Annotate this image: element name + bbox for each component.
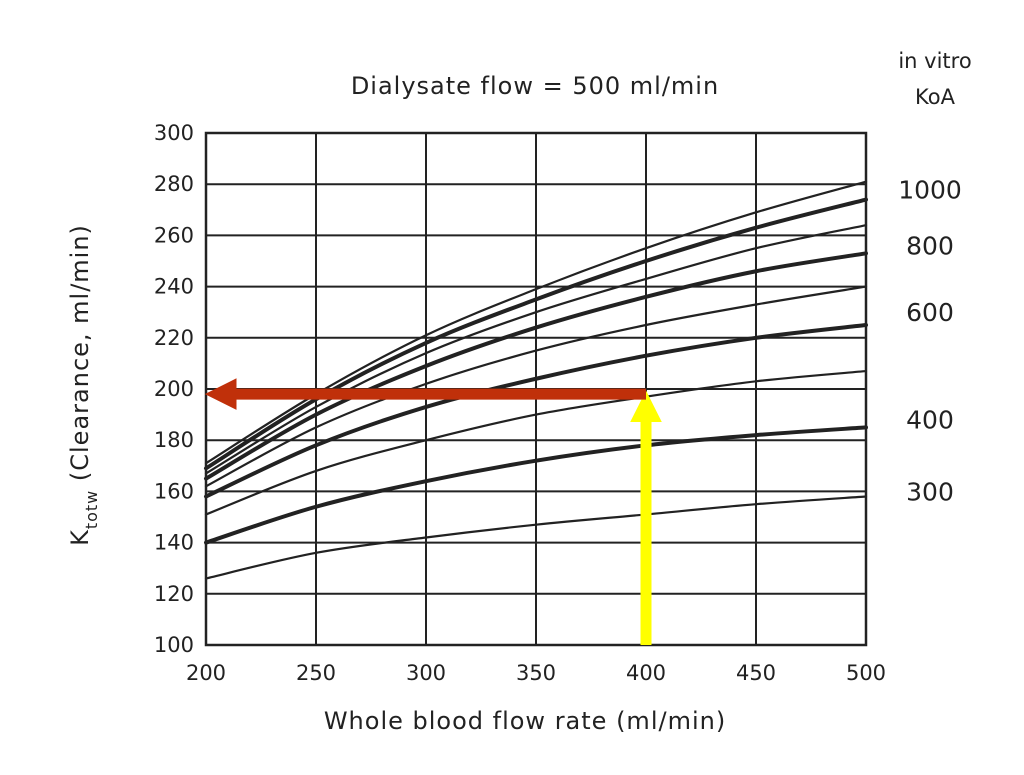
series-line-7 <box>204 224 868 475</box>
y-tick-label-120: 120 <box>154 582 194 606</box>
right-header-line-1: in vitro <box>898 49 971 73</box>
y-axis-label-rest: (Clearance, ml/min) <box>66 224 94 490</box>
x-tick-label-450: 450 <box>736 661 776 685</box>
series-line-3 <box>204 369 868 516</box>
y-tick-label-100: 100 <box>154 633 194 657</box>
chart-title: Dialysate flow = 500 ml/min <box>351 72 719 100</box>
y-tick-label-220: 220 <box>154 326 194 350</box>
koa-label-300: 300 <box>906 477 954 506</box>
y-tick-label-300: 300 <box>154 121 194 145</box>
y-tick-label-180: 180 <box>154 428 194 452</box>
right-header-line-2: KoA <box>915 85 956 109</box>
series-line-6 <box>204 251 868 481</box>
series-line-4 <box>204 323 868 499</box>
y-tick-label-260: 260 <box>154 223 194 247</box>
y-axis-label-sub: totw <box>82 490 101 529</box>
y-tick-label-160: 160 <box>154 479 194 503</box>
series-line-5 <box>204 285 868 488</box>
plot-border <box>204 131 868 647</box>
koa-label-1000: 1000 <box>898 175 962 204</box>
koa-label-800: 800 <box>906 232 954 261</box>
x-tick-label-250: 250 <box>296 661 336 685</box>
x-tick-label-350: 350 <box>516 661 556 685</box>
x-tick-label-200: 200 <box>186 661 226 685</box>
series-line-2 <box>204 425 868 545</box>
annotation-layer <box>204 378 662 645</box>
tick-labels: 100 120 140 160 180 200 220 240 260 280 300 200 250 3… <box>154 121 886 685</box>
x-tick-label-300: 300 <box>406 661 446 685</box>
y-tick-label-140: 140 <box>154 531 194 555</box>
x-tick-label-500: 500 <box>846 661 886 685</box>
x-axis-label: Whole blood flow rate (ml/min) <box>324 707 726 735</box>
koa-label-600: 600 <box>906 298 954 327</box>
y-tick-label-240: 240 <box>154 275 194 299</box>
yellow-arrow-head <box>630 390 662 423</box>
red-arrow-head <box>204 378 237 410</box>
koa-label-400: 400 <box>906 406 954 435</box>
y-tick-label-280: 280 <box>154 172 194 196</box>
koa-labels: 1000 800 600 400 300 <box>898 175 962 506</box>
text-layer: Dialysate flow = 500 ml/min in vitro KoA… <box>66 49 972 735</box>
y-tick-label-200: 200 <box>154 377 194 401</box>
x-tick-label-400: 400 <box>626 661 666 685</box>
y-axis-label-main: K <box>66 529 94 546</box>
y-axis-label: Ktotw (Clearance, ml/min) <box>66 224 101 546</box>
series-line-1 <box>204 495 868 580</box>
